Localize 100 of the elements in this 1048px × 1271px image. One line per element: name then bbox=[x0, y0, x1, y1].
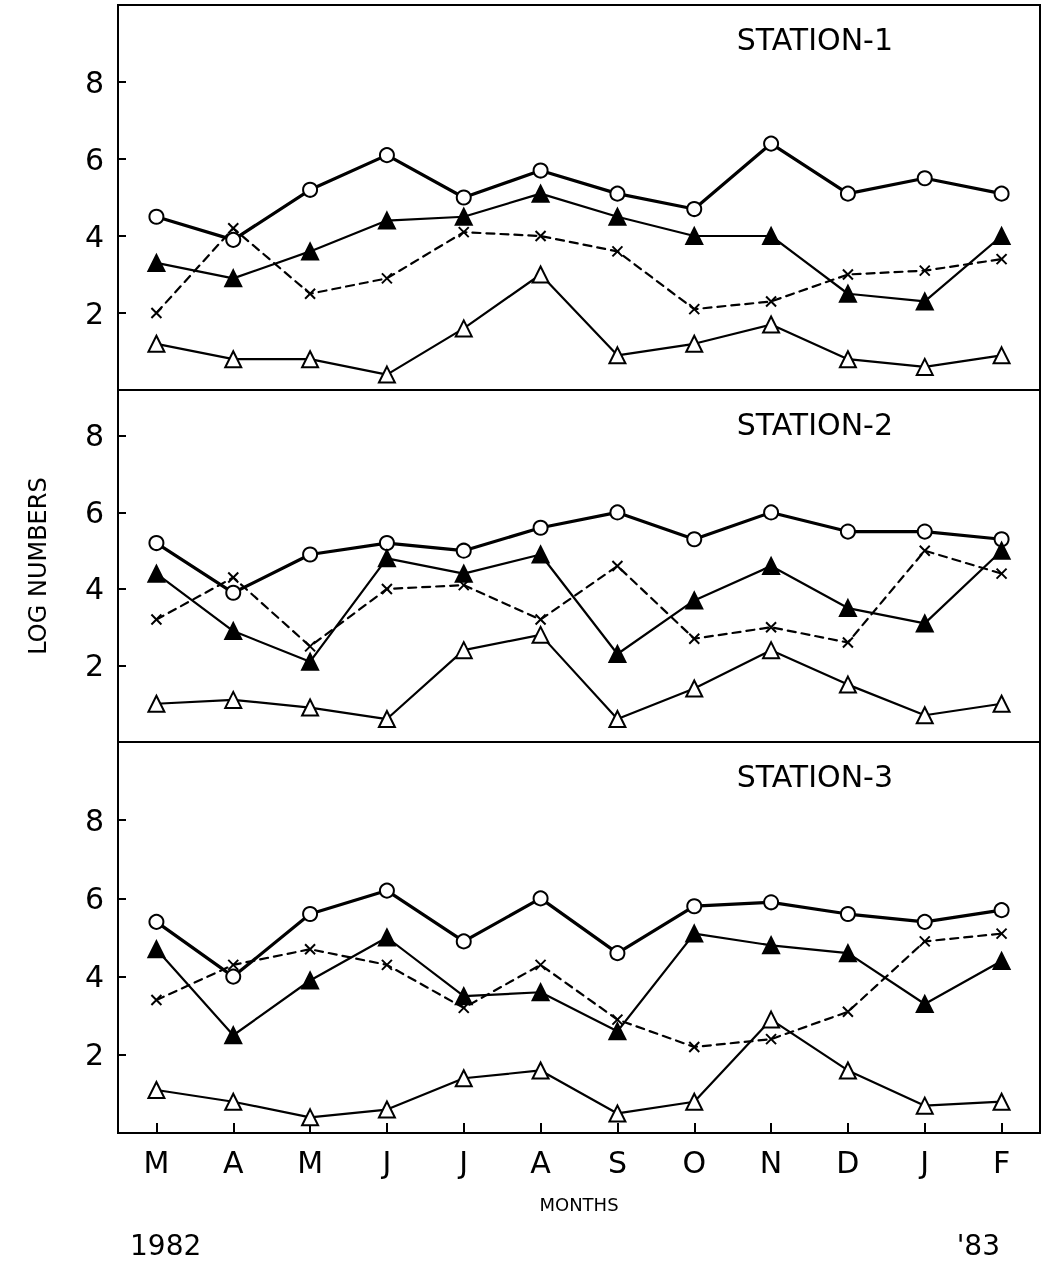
y-tick-label: 6 bbox=[84, 141, 104, 177]
y-tick-label: 2 bbox=[84, 647, 104, 683]
point bbox=[763, 894, 780, 911]
point bbox=[995, 927, 1008, 940]
point bbox=[457, 226, 470, 239]
point bbox=[763, 135, 780, 152]
point bbox=[302, 181, 319, 198]
point bbox=[685, 334, 704, 353]
point bbox=[225, 968, 242, 985]
point bbox=[608, 207, 627, 226]
point bbox=[455, 542, 472, 559]
point bbox=[301, 652, 320, 671]
point bbox=[454, 564, 473, 583]
point bbox=[995, 567, 1008, 580]
point bbox=[224, 269, 243, 288]
point bbox=[148, 535, 165, 552]
point bbox=[147, 940, 166, 959]
point bbox=[609, 185, 626, 202]
point bbox=[762, 641, 781, 660]
point bbox=[301, 971, 320, 990]
x-tick-label: A bbox=[222, 1144, 244, 1180]
point bbox=[377, 928, 396, 947]
point bbox=[762, 557, 781, 575]
point bbox=[915, 357, 934, 376]
point bbox=[915, 994, 934, 1013]
y-tick-label: 2 bbox=[84, 295, 104, 331]
point bbox=[455, 189, 472, 206]
point bbox=[838, 350, 857, 369]
point bbox=[915, 292, 934, 311]
point bbox=[839, 906, 856, 923]
point bbox=[765, 1033, 778, 1046]
point bbox=[992, 694, 1011, 713]
point bbox=[532, 890, 549, 907]
point bbox=[455, 933, 472, 950]
point bbox=[608, 1022, 627, 1041]
point bbox=[531, 545, 550, 564]
point bbox=[531, 1061, 550, 1080]
point bbox=[609, 504, 626, 521]
point bbox=[918, 935, 931, 948]
point bbox=[227, 571, 240, 584]
point bbox=[686, 201, 703, 218]
y-tick-label: 4 bbox=[84, 571, 104, 607]
point bbox=[454, 207, 473, 226]
point bbox=[838, 284, 857, 303]
point bbox=[531, 625, 550, 644]
point bbox=[301, 350, 320, 369]
point bbox=[688, 303, 701, 316]
point bbox=[841, 1005, 854, 1018]
point bbox=[608, 645, 627, 663]
point bbox=[839, 523, 856, 540]
point bbox=[454, 319, 473, 338]
point bbox=[915, 1096, 934, 1115]
point bbox=[148, 913, 165, 930]
point bbox=[993, 531, 1010, 548]
x-tick-label: N bbox=[759, 1144, 783, 1180]
point bbox=[685, 679, 704, 698]
x-tick-label: A bbox=[530, 1144, 552, 1180]
point bbox=[147, 253, 166, 272]
point bbox=[608, 710, 627, 729]
point bbox=[763, 504, 780, 521]
point bbox=[534, 613, 547, 626]
point bbox=[378, 882, 395, 899]
point bbox=[377, 1100, 396, 1119]
point bbox=[838, 1061, 857, 1080]
point bbox=[611, 1013, 624, 1026]
point bbox=[227, 222, 240, 235]
point bbox=[454, 987, 473, 1006]
point bbox=[302, 906, 319, 923]
point bbox=[150, 613, 163, 626]
point bbox=[224, 350, 243, 369]
point bbox=[688, 632, 701, 645]
point bbox=[304, 640, 317, 653]
point bbox=[916, 170, 933, 187]
point bbox=[685, 227, 704, 245]
point bbox=[838, 599, 857, 618]
point bbox=[995, 253, 1008, 266]
point bbox=[301, 1108, 320, 1127]
point bbox=[532, 162, 549, 179]
text: STATION-3 bbox=[736, 758, 893, 794]
point bbox=[532, 519, 549, 536]
point bbox=[993, 902, 1010, 919]
point bbox=[302, 546, 319, 563]
point bbox=[148, 208, 165, 225]
point bbox=[378, 147, 395, 164]
point bbox=[531, 983, 550, 1002]
point bbox=[608, 1104, 627, 1123]
point bbox=[377, 710, 396, 729]
point bbox=[685, 924, 704, 943]
x-tick-label: M bbox=[143, 1144, 170, 1180]
point bbox=[762, 227, 781, 245]
y-axis-title: LOG NUMBERS bbox=[24, 477, 52, 655]
point bbox=[301, 242, 320, 261]
point bbox=[916, 913, 933, 930]
text: '83 bbox=[956, 1228, 1000, 1262]
point bbox=[993, 185, 1010, 202]
point bbox=[454, 1069, 473, 1088]
text: STATION-2 bbox=[736, 406, 893, 442]
point bbox=[224, 622, 243, 641]
point bbox=[378, 535, 395, 552]
point bbox=[304, 943, 317, 956]
